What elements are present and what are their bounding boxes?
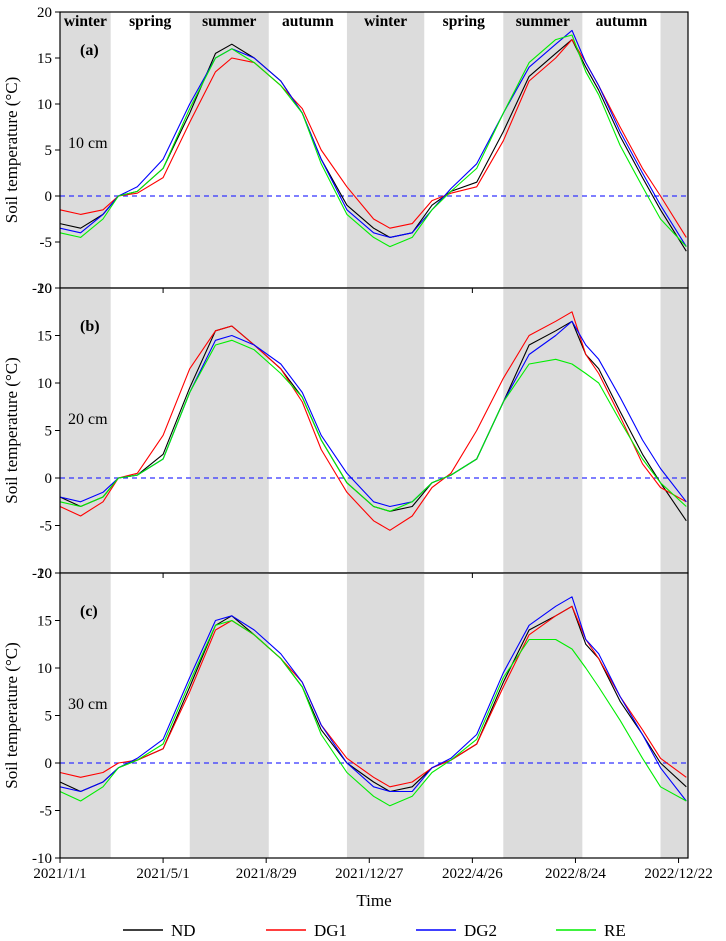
x-tick-label: 2022/4/26 [442, 866, 503, 882]
y-tick-label: -5 [40, 804, 53, 820]
legend-item-dg1: DG1 [266, 921, 347, 940]
y-tick-label: 5 [45, 424, 53, 440]
depth-label: 10 cm [68, 135, 108, 152]
panel-label: (a) [80, 42, 99, 59]
season-label: spring [443, 13, 485, 30]
y-tick-label: 10 [37, 97, 52, 113]
x-tick-label: 2022/8/24 [545, 866, 606, 882]
season-label: winter [364, 13, 407, 30]
y-tick-label: 15 [37, 51, 52, 67]
y-tick-label: 20 [37, 566, 52, 582]
season-label: autumn [596, 13, 648, 30]
y-tick-label: 15 [37, 329, 52, 345]
depth-label: 30 cm [68, 696, 108, 713]
season-band [660, 288, 688, 573]
x-axis-title: Time [356, 891, 391, 910]
y-tick-label: -5 [40, 235, 53, 251]
y-tick-label: 10 [37, 661, 52, 677]
series-line-dg2 [59, 29, 687, 247]
legend-label: DG2 [464, 921, 497, 940]
panel-label: (b) [80, 318, 100, 335]
x-tick-label: 2021/12/27 [335, 866, 404, 882]
legend-item-nd: ND [123, 921, 196, 940]
season-band [189, 573, 269, 858]
legend-item-re: RE [556, 921, 626, 940]
season-label: spring [129, 13, 171, 30]
x-tick-label: 2022/12/22 [644, 866, 712, 882]
series-line-re [59, 34, 687, 248]
season-band [346, 573, 425, 858]
season-band [346, 12, 425, 288]
season-band [346, 288, 425, 573]
series-line-re [59, 619, 687, 807]
y-tick-label: 10 [37, 376, 52, 392]
panel-b: -10 -5 0 5 10 15 20 (b) 20 cm Soil temperature (°… [2, 281, 689, 582]
panel-label: (c) [80, 603, 98, 620]
y-axis-title: Soil temperature (°C) [2, 77, 21, 224]
season-band [189, 12, 269, 288]
y-tick-label: 20 [37, 5, 52, 21]
x-tick-label: 2021/8/29 [236, 866, 297, 882]
y-tick-label: 0 [45, 756, 53, 772]
y-axis-title: Soil temperature (°C) [2, 357, 21, 504]
y-tick-label: 5 [45, 143, 53, 159]
legend-item-dg2: DG2 [416, 921, 497, 940]
series-line-dg2 [59, 596, 687, 802]
season-band [60, 288, 111, 573]
y-tick-label: -10 [32, 281, 52, 297]
y-tick-label: -10 [32, 851, 52, 867]
panel-a: -10 -5 0 5 10 15 20 (a) 10 cm Soil temperature (°… [2, 5, 689, 297]
y-tick-label: 0 [45, 189, 53, 205]
y-tick-label: -10 [32, 566, 52, 582]
y-tick-label: 0 [45, 471, 53, 487]
season-label: summer [202, 13, 256, 30]
y-tick-label: -5 [40, 519, 53, 535]
series-line-dg1 [59, 311, 687, 531]
season-band [503, 12, 583, 288]
y-tick-label: 20 [37, 281, 52, 297]
y-axis-title: Soil temperature (°C) [2, 642, 21, 789]
y-tick-label: 5 [45, 709, 53, 725]
season-label: winter [64, 13, 107, 30]
depth-label: 20 cm [68, 411, 108, 428]
x-tick-label: 2021/1/1 [33, 866, 86, 882]
panel-c: -10 -5 0 5 10 15 20 (c) 30 cm Soil temperature (°… [2, 566, 689, 867]
y-tick-label: 15 [37, 614, 52, 630]
legend-label: ND [171, 921, 196, 940]
season-label: summer [516, 13, 570, 30]
x-tick-label: 2021/5/1 [136, 866, 189, 882]
season-band [60, 573, 111, 858]
season-band [503, 573, 583, 858]
legend-label: DG1 [314, 921, 347, 940]
season-band [60, 12, 111, 288]
series-line-re [59, 339, 687, 512]
season-band [503, 288, 583, 573]
season-band [660, 573, 688, 858]
season-band [189, 288, 269, 573]
legend-label: RE [604, 921, 626, 940]
season-label: autumn [282, 13, 334, 30]
